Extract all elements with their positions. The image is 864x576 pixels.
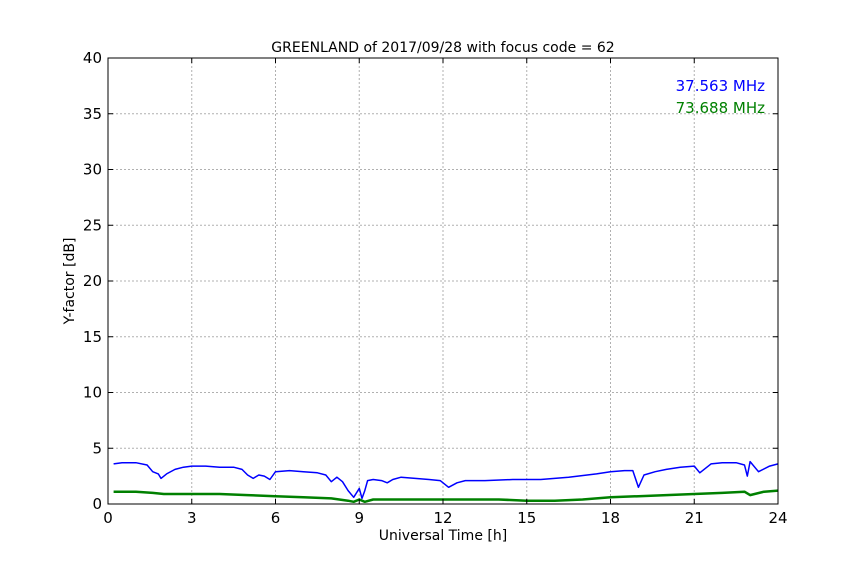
legend-label-37-563-mhz: 37.563 MHz [676, 77, 765, 95]
y-ticks: 0 5 10 15 20 25 30 35 40 [83, 49, 778, 513]
y-tick-label: 15 [83, 328, 102, 346]
x-tick-label: 6 [271, 509, 281, 527]
y-tick-label: 20 [83, 272, 102, 290]
series-line-73-688-mhz [113, 489, 779, 504]
x-axis-label: Universal Time [h] [379, 528, 507, 544]
series-lines [113, 460, 779, 504]
x-tick-label: 12 [433, 509, 452, 527]
x-tick-label: 0 [103, 509, 113, 527]
x-tick-label: 21 [685, 509, 704, 527]
grid [107, 57, 779, 505]
x-tick-label: 24 [768, 509, 787, 527]
y-axis-label: Y-factor [dB] [62, 238, 78, 326]
x-tick-label: 15 [517, 509, 536, 527]
x-tick-label: 18 [601, 509, 620, 527]
y-tick-label: 25 [83, 216, 102, 234]
y-tick-label: 10 [83, 384, 102, 402]
x-tick-label: 3 [187, 509, 197, 527]
x-ticks: 0 3 6 9 12 15 18 21 24 [103, 58, 788, 527]
chart-title: GREENLAND of 2017/09/28 with focus code … [271, 40, 614, 56]
y-tick-label: 5 [92, 439, 102, 457]
x-tick-label: 9 [354, 509, 364, 527]
series-line-37-563-mhz [113, 460, 779, 500]
y-tick-label: 35 [83, 105, 102, 123]
legend-label-73-688-mhz: 73.688 MHz [676, 99, 765, 117]
y-tick-label: 0 [92, 495, 102, 513]
y-tick-label: 40 [83, 49, 102, 67]
y-tick-label: 30 [83, 161, 102, 179]
